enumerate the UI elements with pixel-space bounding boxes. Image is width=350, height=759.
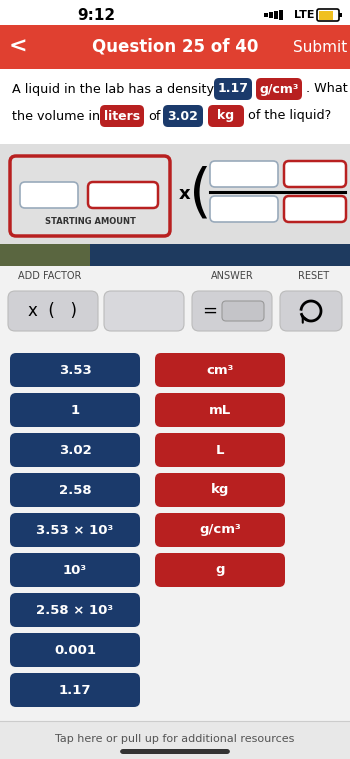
Text: ANSWER: ANSWER <box>211 271 253 281</box>
Text: liters: liters <box>104 109 140 122</box>
FancyBboxPatch shape <box>10 513 140 547</box>
FancyBboxPatch shape <box>317 9 339 21</box>
Text: 3.02: 3.02 <box>168 109 198 122</box>
Bar <box>0 341 350 721</box>
FancyBboxPatch shape <box>284 161 346 187</box>
Text: x: x <box>179 185 191 203</box>
FancyBboxPatch shape <box>192 291 272 331</box>
FancyBboxPatch shape <box>10 633 140 667</box>
Text: Question 25 of 40: Question 25 of 40 <box>92 38 258 56</box>
Bar <box>279 10 282 20</box>
Bar <box>0 144 350 244</box>
FancyBboxPatch shape <box>214 78 252 100</box>
Text: 9:12: 9:12 <box>77 8 115 23</box>
FancyBboxPatch shape <box>10 433 140 467</box>
Text: 0.001: 0.001 <box>54 644 96 657</box>
FancyBboxPatch shape <box>210 161 278 187</box>
Text: x  (   ): x ( ) <box>28 302 77 320</box>
Text: A liquid in the lab has a density of: A liquid in the lab has a density of <box>12 83 230 96</box>
FancyBboxPatch shape <box>88 182 158 208</box>
Text: kg: kg <box>211 483 229 496</box>
Bar <box>90 244 350 266</box>
FancyBboxPatch shape <box>208 105 244 127</box>
Bar <box>0 721 350 759</box>
Bar <box>0 244 90 266</box>
FancyBboxPatch shape <box>8 291 98 331</box>
FancyBboxPatch shape <box>155 513 285 547</box>
FancyBboxPatch shape <box>10 673 140 707</box>
Text: ADD FACTOR: ADD FACTOR <box>18 271 82 281</box>
Text: cm³: cm³ <box>206 364 234 376</box>
Text: RESET: RESET <box>299 271 330 281</box>
FancyBboxPatch shape <box>280 291 342 331</box>
Text: LTE: LTE <box>294 10 315 20</box>
Text: 10³: 10³ <box>63 563 87 577</box>
Bar <box>269 12 273 18</box>
Text: g/cm³: g/cm³ <box>199 524 241 537</box>
Bar <box>318 11 332 20</box>
Text: the volume in: the volume in <box>12 109 100 122</box>
FancyBboxPatch shape <box>10 593 140 627</box>
Text: 3.53 × 10³: 3.53 × 10³ <box>36 524 114 537</box>
Text: 1.17: 1.17 <box>217 83 248 96</box>
FancyBboxPatch shape <box>155 393 285 427</box>
FancyBboxPatch shape <box>222 301 264 321</box>
Text: 2.58 × 10³: 2.58 × 10³ <box>36 603 113 616</box>
Text: 3.02: 3.02 <box>59 443 91 456</box>
Text: 3.53: 3.53 <box>59 364 91 376</box>
Bar <box>0 266 350 341</box>
FancyBboxPatch shape <box>10 553 140 587</box>
Bar <box>339 13 342 17</box>
FancyBboxPatch shape <box>155 433 285 467</box>
Text: L: L <box>216 443 224 456</box>
Text: (: ( <box>189 165 211 222</box>
FancyBboxPatch shape <box>256 78 302 100</box>
Text: 1.17: 1.17 <box>59 684 91 697</box>
FancyBboxPatch shape <box>10 473 140 507</box>
Bar <box>0 25 350 69</box>
Text: g: g <box>215 563 225 577</box>
Text: 1: 1 <box>70 404 79 417</box>
Bar <box>0 69 350 144</box>
Text: Tap here or pull up for additional resources: Tap here or pull up for additional resou… <box>55 734 295 744</box>
FancyBboxPatch shape <box>163 105 203 127</box>
Text: g/cm³: g/cm³ <box>259 83 299 96</box>
FancyBboxPatch shape <box>155 473 285 507</box>
FancyBboxPatch shape <box>210 196 278 222</box>
FancyBboxPatch shape <box>155 353 285 387</box>
FancyBboxPatch shape <box>20 182 78 208</box>
FancyBboxPatch shape <box>10 353 140 387</box>
Text: of: of <box>148 109 160 122</box>
Text: 2.58: 2.58 <box>59 483 91 496</box>
Text: mL: mL <box>209 404 231 417</box>
Text: <: < <box>9 37 27 57</box>
FancyBboxPatch shape <box>100 105 144 127</box>
FancyBboxPatch shape <box>155 553 285 587</box>
Text: =: = <box>203 302 217 320</box>
FancyBboxPatch shape <box>10 393 140 427</box>
Bar <box>274 11 278 19</box>
Text: . What is: . What is <box>306 83 350 96</box>
FancyBboxPatch shape <box>10 156 170 236</box>
FancyBboxPatch shape <box>104 291 184 331</box>
Text: kg: kg <box>217 109 234 122</box>
FancyBboxPatch shape <box>120 749 230 754</box>
Text: of the liquid?: of the liquid? <box>248 109 331 122</box>
Text: Submit: Submit <box>293 39 347 55</box>
FancyBboxPatch shape <box>284 196 346 222</box>
Bar <box>264 13 267 17</box>
Text: STARTING AMOUNT: STARTING AMOUNT <box>44 218 135 226</box>
